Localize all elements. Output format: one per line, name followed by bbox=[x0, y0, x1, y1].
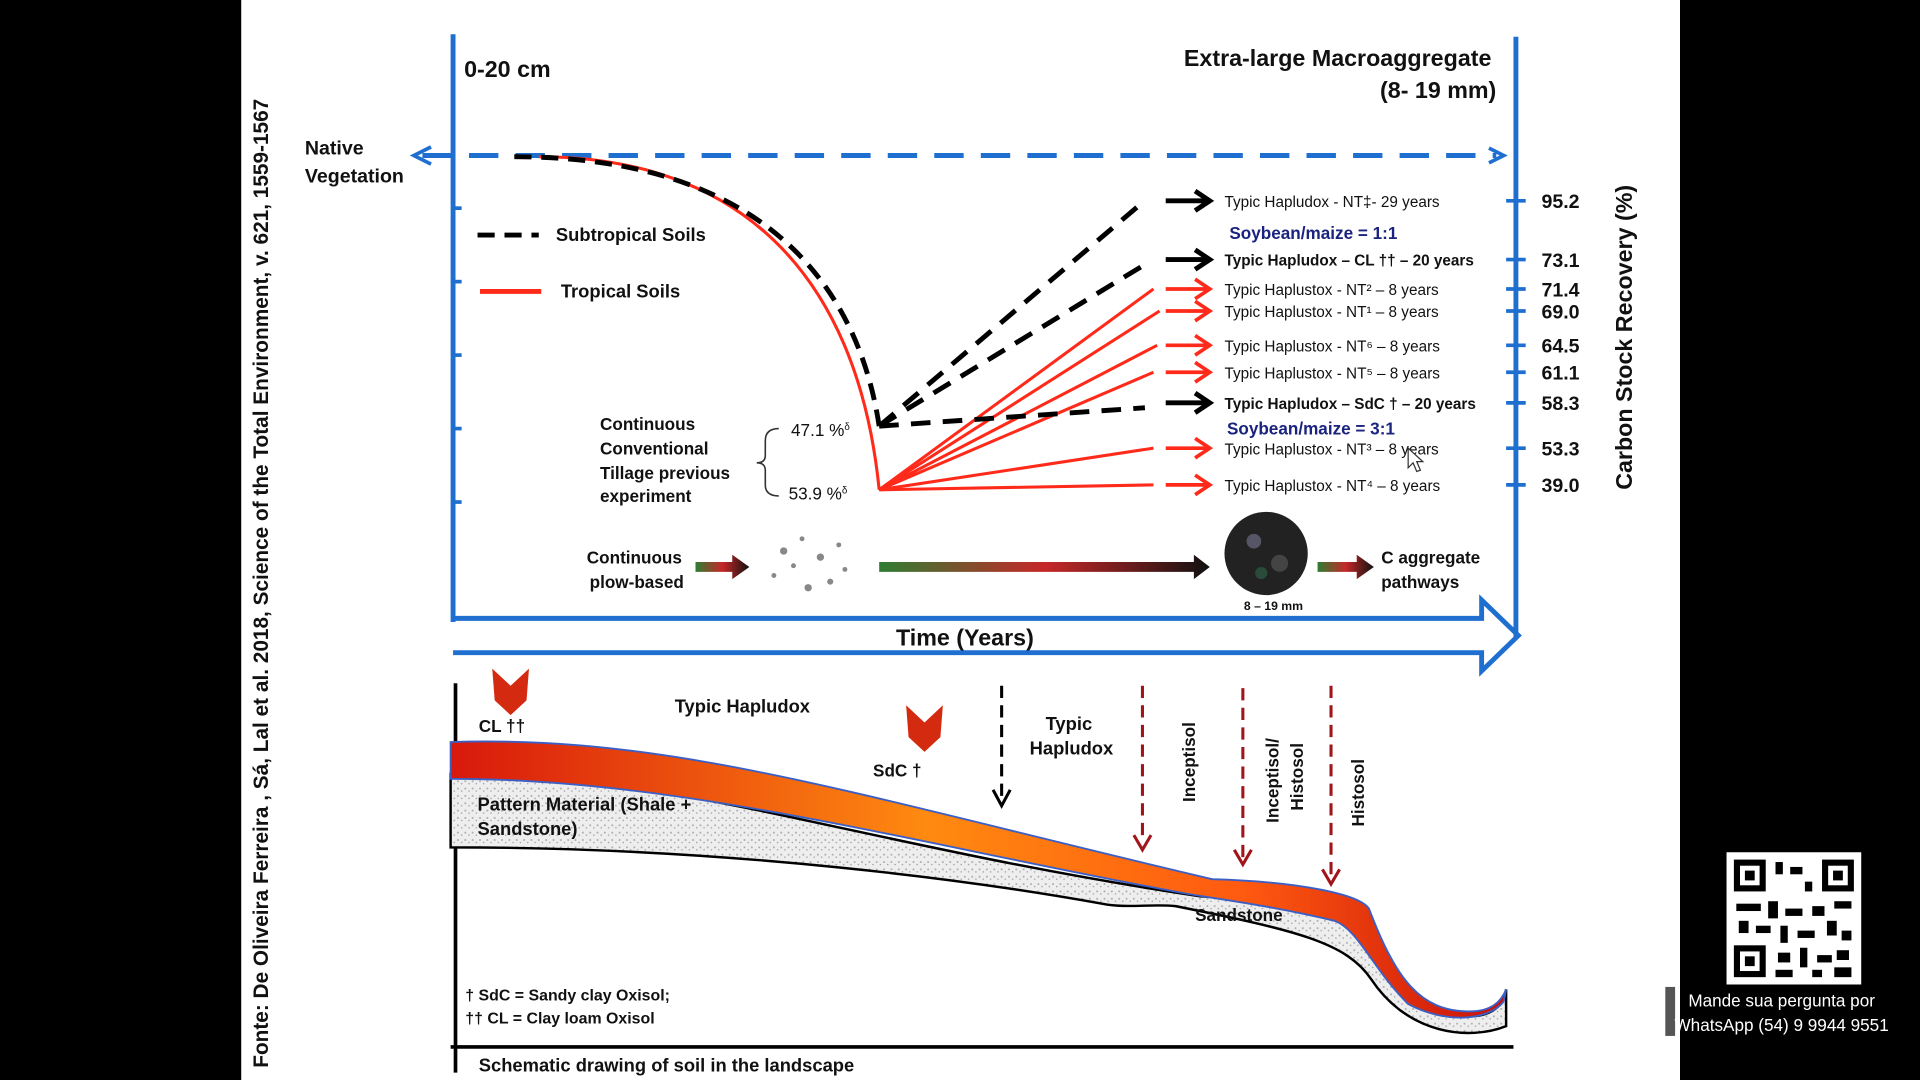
footnote-sdc: † SdC = Sandy clay Oxisol; bbox=[465, 987, 670, 1004]
tillage-value-tropical: 53.9 %δ bbox=[789, 484, 848, 504]
parent-material-layer bbox=[449, 772, 1508, 1035]
ratio-label-lower: Soybean/maize = 3:1 bbox=[1227, 419, 1395, 439]
pathway-label: Typic Haplustox - NT⁵ – 8 years bbox=[1224, 365, 1440, 382]
carbon-recovery-value: 53.3 bbox=[1541, 439, 1579, 461]
qr-code-image bbox=[1726, 852, 1862, 985]
aggregate-arrow-end bbox=[1317, 554, 1374, 580]
mouse-cursor-icon bbox=[1407, 446, 1425, 473]
arrow-right-icon bbox=[1165, 247, 1215, 272]
arrow-right-icon bbox=[1165, 333, 1214, 357]
inceptisol-histosol-label: Inceptisol/ Histosol bbox=[1262, 733, 1306, 822]
arrow-right-icon bbox=[1488, 146, 1508, 165]
citation-text: Fonte: De Oliveira Ferreira , Sá, Lal et… bbox=[250, 99, 273, 1068]
carbon-recovery-value: 71.4 bbox=[1541, 279, 1579, 301]
aggregate-arrow-start bbox=[695, 554, 750, 580]
cl-label: CL †† bbox=[479, 716, 525, 736]
pathway-line bbox=[877, 203, 1141, 428]
pathway-line bbox=[879, 405, 1146, 429]
pathway-line bbox=[878, 309, 1161, 492]
arrow-right-icon bbox=[1165, 473, 1214, 497]
subtropical-decline-curve bbox=[514, 154, 882, 427]
carbon-recovery-value: 64.5 bbox=[1541, 336, 1579, 358]
pathway-label: Typic Hapludox – CL †† – 20 years bbox=[1224, 253, 1473, 270]
aggregate-size-label: 8 – 19 mm bbox=[1244, 599, 1303, 613]
title-line2: (8- 19 mm) bbox=[1380, 77, 1496, 103]
pathway-label: Typic Hapludox - NT‡- 29 years bbox=[1224, 194, 1439, 211]
title-line1: Extra-large Macroaggregate bbox=[1184, 45, 1492, 71]
arrow-right-icon bbox=[1165, 360, 1214, 384]
sdc-label: SdC † bbox=[873, 760, 922, 780]
arrow-right-icon bbox=[1165, 277, 1214, 301]
whatsapp-caption-line1: Mande sua pergunta por bbox=[1688, 991, 1875, 1011]
aggregate-start-label: Continuous plow-based bbox=[587, 547, 687, 591]
sdc-input-arrow-icon bbox=[906, 705, 943, 752]
pathway-line bbox=[878, 287, 1155, 492]
chart-axes bbox=[450, 34, 1526, 677]
arrow-right-icon bbox=[1165, 188, 1215, 213]
macroaggregate-image bbox=[1224, 511, 1308, 596]
whatsapp-caption-line2: WhatsApp (54) 9 9944 9551 bbox=[1675, 1015, 1889, 1035]
depth-label: 0-20 cm bbox=[464, 56, 551, 82]
tropical-decline-curve bbox=[538, 155, 881, 490]
pathway-label: Typic Haplustox - NT³ – 8 years bbox=[1224, 441, 1439, 458]
x-axis-label: Time (Years) bbox=[896, 624, 1034, 650]
pathway-line bbox=[877, 262, 1147, 429]
sandstone-label: Sandstone bbox=[1195, 905, 1283, 925]
carbon-recovery-value: 69.0 bbox=[1541, 301, 1579, 323]
pathway-label: Typic Hapludox – SdC † – 20 years bbox=[1224, 396, 1475, 413]
legend-subtropical-label: Subtropical Soils bbox=[556, 224, 706, 245]
pathway-label: Typic Haplustox - NT² – 8 years bbox=[1224, 282, 1439, 299]
arrow-left-icon bbox=[409, 145, 432, 166]
inceptisol-label: Inceptisol bbox=[1179, 722, 1199, 802]
pathway-line bbox=[878, 370, 1155, 492]
histosol-label: Histosol bbox=[1348, 759, 1368, 827]
arrow-right-icon bbox=[1165, 436, 1214, 460]
hapludox-mid-label: Typic Hapludox bbox=[1030, 713, 1114, 758]
tillage-value-subtropical: 47.1 %δ bbox=[791, 420, 850, 440]
pathway-label: Typic Haplustox - NT⁶ – 8 years bbox=[1224, 338, 1440, 355]
legend-tropical-label: Tropical Soils bbox=[561, 281, 680, 302]
carbon-recovery-value: 95.2 bbox=[1541, 191, 1579, 213]
native-vegetation-label: Native Vegetation bbox=[305, 137, 404, 187]
y-axis-label: Carbon Stock Recovery (%) bbox=[1611, 185, 1637, 490]
footnote-cl: †† CL = Clay loam Oxisol bbox=[465, 1011, 654, 1028]
carbon-recovery-value: 61.1 bbox=[1541, 363, 1579, 385]
carbon-recovery-value: 39.0 bbox=[1541, 475, 1579, 497]
topsoil-layer bbox=[449, 740, 1508, 1019]
landscape-caption: Schematic drawing of soil in the landsca… bbox=[479, 1054, 854, 1075]
carbon-recovery-value: 58.3 bbox=[1541, 393, 1579, 415]
arrow-down-icon bbox=[991, 789, 1012, 809]
whatsapp-caption-background bbox=[1665, 986, 1676, 1036]
tillage-brace bbox=[756, 427, 779, 497]
pathway-line bbox=[879, 483, 1154, 492]
pathway-label: Typic Haplustox - NT¹ – 8 years bbox=[1224, 304, 1439, 321]
fragmented-aggregate-image bbox=[771, 536, 848, 592]
ratio-label-upper: Soybean/maize = 1:1 bbox=[1229, 223, 1397, 243]
hapludox-top-label: Typic Hapludox bbox=[675, 696, 811, 717]
pathways-group: Typic Hapludox - NT‡- 29 years 95.2 Typic … bbox=[877, 188, 1580, 497]
tillage-label: Continuous Conventional Tillage previous… bbox=[600, 414, 735, 506]
aggregate-end-label: C aggregate pathways bbox=[1381, 547, 1485, 591]
slide-background bbox=[241, 0, 1680, 1080]
arrow-right-icon bbox=[1165, 391, 1215, 415]
pathway-label: Typic Haplustox - NT⁴ – 8 years bbox=[1224, 478, 1440, 495]
arrow-right-icon bbox=[1165, 299, 1214, 323]
cl-input-arrow-icon bbox=[492, 668, 529, 716]
parent-material-label: Pattern Material (Shale + Sandstone) bbox=[478, 794, 697, 839]
aggregate-arrow-main bbox=[879, 554, 1210, 580]
dashed-red-arrows bbox=[1132, 685, 1341, 888]
pathway-line bbox=[878, 446, 1154, 492]
carbon-recovery-value: 73.1 bbox=[1541, 250, 1579, 272]
